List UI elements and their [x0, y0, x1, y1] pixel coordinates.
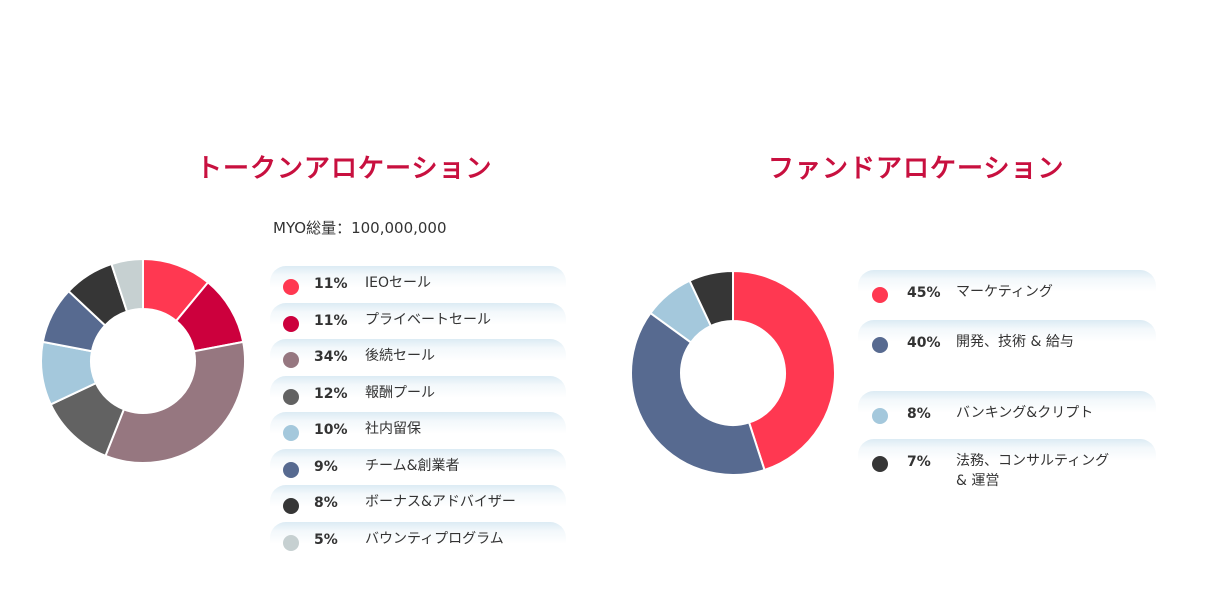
token-legend-percent: 10% — [314, 422, 348, 438]
token-legend-item: 8% ボーナス&アドバイザー — [270, 485, 566, 517]
token-legend-swatch — [283, 352, 299, 368]
fund-legend-percent: 45% — [907, 285, 941, 301]
fund-legend-item: 7% 法務、コンサルティング & 運営 — [858, 439, 1156, 489]
token-donut-chart — [40, 258, 246, 464]
token-legend-item: 5% バウンティプログラム — [270, 522, 566, 554]
fund-legend-swatch — [872, 287, 888, 303]
token-legend-item: 12% 報酬プール — [270, 376, 566, 408]
fund-allocation-title: ファンドアロケーション — [768, 154, 1065, 184]
token-slice-3 — [104, 340, 246, 464]
fund-legend-percent: 7% — [907, 454, 931, 470]
fund-legend-label: マーケティング — [956, 284, 1053, 300]
token-legend-item: 11% IEOセール — [270, 266, 566, 298]
token-legend-item: 11% プライベートセール — [270, 303, 566, 335]
token-legend-percent: 5% — [314, 532, 338, 548]
token-legend-percent: 8% — [314, 495, 338, 511]
token-legend-swatch — [283, 316, 299, 332]
token-legend-percent: 34% — [314, 349, 348, 365]
token-legend-swatch — [283, 279, 299, 295]
fund-legend-item: 8% バンキング&クリプト — [858, 391, 1156, 435]
token-legend-label: ボーナス&アドバイザー — [365, 494, 516, 510]
token-legend-swatch — [283, 425, 299, 441]
token-legend-percent: 11% — [314, 276, 348, 292]
fund-legend-percent: 40% — [907, 335, 941, 351]
fund-legend-percent: 8% — [907, 406, 931, 422]
token-legend-item: 10% 社内留保 — [270, 412, 566, 444]
token-legend-label: チーム&創業者 — [365, 458, 460, 474]
token-legend-percent: 12% — [314, 386, 348, 402]
token-allocation-title: トークンアロケーション — [196, 154, 493, 184]
fund-legend-label: バンキング&クリプト — [956, 405, 1094, 421]
fund-slice-1 — [732, 270, 836, 472]
fund-slice-2 — [630, 311, 766, 476]
token-legend-label: バウンティプログラム — [365, 531, 504, 547]
fund-legend-label: 法務、コンサルティング & 運営 — [956, 453, 1110, 489]
token-legend-label: IEOセール — [365, 275, 431, 291]
token-legend-swatch — [283, 498, 299, 514]
fund-slice-4 — [688, 270, 734, 328]
token-legend-item: 9% チーム&創業者 — [270, 449, 566, 481]
token-legend-item: 34% 後続セール — [270, 339, 566, 371]
fund-legend-item: 40% 開発、技術 & 給与 — [858, 320, 1156, 364]
fund-donut-chart — [630, 270, 836, 476]
token-legend-swatch — [283, 389, 299, 405]
token-legend-label: 後続セール — [365, 348, 435, 364]
token-total-supply: MYO総量：100,000,000 — [273, 219, 447, 237]
fund-legend-swatch — [872, 408, 888, 424]
token-legend-swatch — [283, 462, 299, 478]
fund-legend-item: 45% マーケティング — [858, 270, 1156, 314]
token-legend-percent: 11% — [314, 313, 348, 329]
token-slice-8 — [110, 258, 144, 313]
token-legend-percent: 9% — [314, 459, 338, 475]
fund-legend-swatch — [872, 337, 888, 353]
token-legend-label: 報酬プール — [365, 385, 435, 401]
token-legend-label: 社内留保 — [365, 421, 421, 437]
fund-legend-swatch — [872, 456, 888, 472]
fund-legend-label: 開発、技術 & 給与 — [956, 334, 1074, 350]
token-legend-label: プライベートセール — [365, 312, 491, 328]
token-legend-swatch — [283, 535, 299, 551]
